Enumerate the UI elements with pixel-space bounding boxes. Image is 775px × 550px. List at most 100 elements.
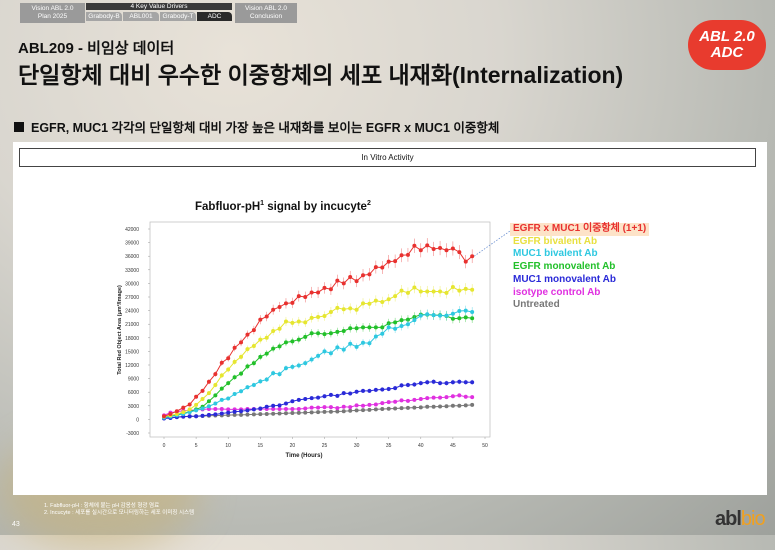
data-point — [277, 304, 282, 309]
legend-item: MUC1 bivalent Ab — [513, 248, 598, 260]
data-point — [245, 408, 250, 413]
data-point — [386, 297, 391, 302]
data-point — [438, 313, 443, 318]
data-point — [219, 386, 224, 391]
data-point — [245, 385, 250, 390]
data-point — [463, 394, 468, 399]
data-point — [277, 372, 282, 377]
data-point — [399, 288, 404, 293]
data-point — [412, 285, 417, 290]
data-point — [277, 403, 282, 408]
data-point — [258, 412, 263, 417]
data-point — [380, 387, 385, 392]
data-point — [405, 317, 410, 322]
data-point — [463, 259, 468, 264]
data-point — [373, 407, 378, 412]
data-point — [418, 289, 423, 294]
data-point — [162, 414, 166, 419]
y-tick-label: 0 — [136, 417, 139, 423]
nav-tab-vision-conclusion[interactable]: Vision ABL 2.0 Conclusion — [235, 3, 297, 23]
data-point — [283, 401, 288, 406]
data-point — [206, 412, 211, 417]
data-point — [367, 402, 372, 407]
data-point — [373, 387, 378, 392]
data-point — [271, 406, 276, 411]
data-point — [296, 397, 301, 402]
data-point — [361, 408, 366, 413]
nav-sub-grabody-b[interactable]: Grabody-B — [86, 12, 122, 21]
page-number: 43 — [12, 521, 20, 528]
data-point — [457, 288, 462, 293]
data-point — [290, 411, 295, 416]
data-point — [232, 345, 237, 350]
y-tick-label: 42000 — [125, 227, 139, 233]
data-point — [386, 387, 391, 392]
data-point — [328, 392, 333, 397]
data-point — [258, 317, 263, 322]
x-tick-label: 10 — [225, 443, 231, 449]
nav-tab-vision-plan[interactable]: Vision ABL 2.0 Plan 2025 — [20, 3, 85, 23]
footnote-1: 1. Fabfluor-pH : 항체에 붙는 pH 감응성 형광 염료 — [44, 503, 160, 509]
data-point — [380, 406, 385, 411]
data-point — [361, 340, 366, 345]
legend-item: Untreated — [513, 299, 560, 311]
data-point — [412, 243, 417, 248]
data-point — [316, 314, 321, 319]
data-point — [303, 320, 308, 325]
data-point — [393, 320, 398, 325]
data-point — [386, 259, 391, 264]
data-point — [296, 406, 301, 411]
data-point — [380, 325, 385, 330]
data-point — [303, 295, 308, 299]
data-point — [213, 401, 218, 406]
data-point — [431, 246, 436, 251]
content-panel — [13, 142, 767, 495]
data-point — [335, 393, 340, 398]
data-point — [251, 382, 256, 387]
data-point — [309, 331, 314, 336]
data-point — [219, 397, 224, 402]
data-point — [296, 337, 301, 342]
y-tick-label: 15000 — [125, 349, 139, 355]
data-point — [393, 386, 398, 391]
nav-sub-adc[interactable]: ADC — [197, 12, 232, 21]
data-point — [399, 398, 404, 403]
data-point — [309, 290, 314, 295]
data-point — [271, 346, 276, 351]
data-point — [226, 407, 231, 412]
data-point — [470, 395, 475, 400]
data-point — [412, 397, 417, 402]
data-point — [290, 339, 295, 344]
data-point — [251, 407, 256, 412]
footnote-ref-1: 1 — [260, 200, 265, 207]
data-point — [399, 324, 404, 329]
x-tick-label: 15 — [258, 443, 264, 449]
data-point — [335, 278, 340, 283]
chart-title-text-2: signal by incucyte — [264, 200, 367, 213]
data-point — [187, 407, 192, 412]
data-point — [425, 289, 430, 294]
data-point — [361, 325, 366, 330]
plot-frame — [149, 221, 491, 438]
data-point — [450, 380, 455, 385]
logo-part2: bio — [740, 508, 766, 530]
nav-tab-key-value-drivers[interactable]: 4 Key Value Drivers — [86, 3, 232, 10]
data-point — [457, 316, 462, 321]
nav-sub-grabody-t[interactable]: Grabody-T — [160, 12, 196, 21]
data-point — [316, 331, 321, 336]
data-point — [232, 392, 237, 397]
data-point — [245, 347, 250, 352]
page-title: 단일항체 대비 우수한 이중항체의 세포 내재화(Internalization… — [18, 62, 624, 88]
x-tick-label: 20 — [290, 443, 296, 449]
key-point-text: EGFR, MUC1 각각의 단일항체 대비 가장 높은 내재화를 보이는 EG… — [31, 121, 500, 135]
data-point — [239, 354, 244, 359]
data-point — [457, 403, 462, 408]
data-point — [271, 371, 276, 376]
data-point — [239, 340, 244, 345]
data-point — [206, 379, 211, 384]
nav-sub-abl001[interactable]: ABL001 — [123, 12, 159, 21]
data-point — [444, 381, 449, 386]
data-point — [438, 246, 443, 251]
y-tick-label: -3000 — [126, 431, 139, 437]
data-point — [303, 334, 308, 339]
